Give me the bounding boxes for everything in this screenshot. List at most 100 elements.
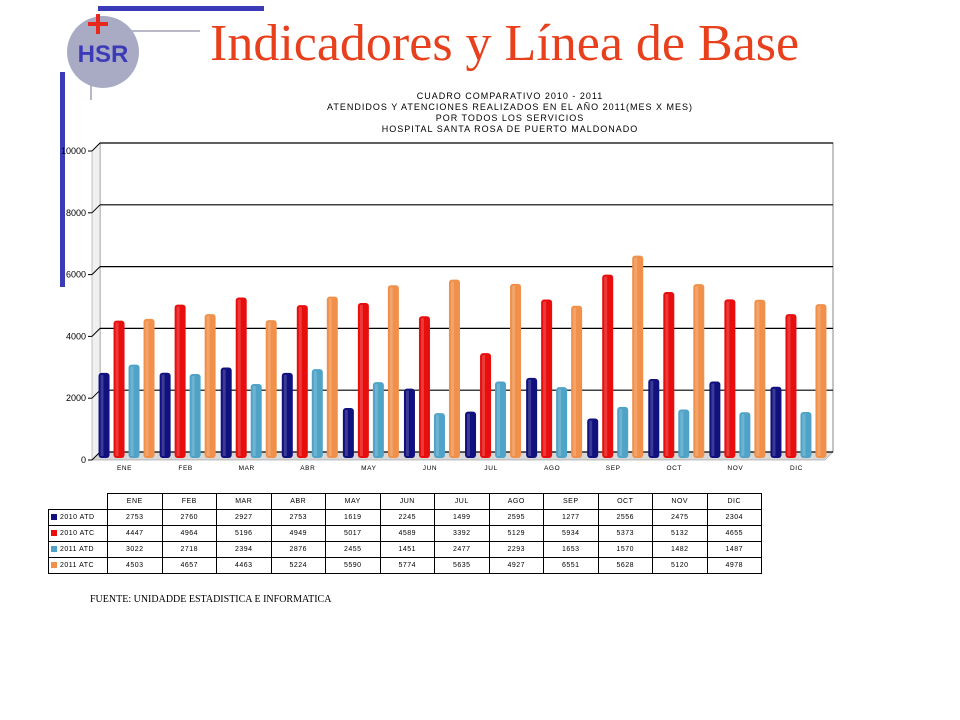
table-cell: 4978 [706, 557, 762, 574]
bar [709, 381, 721, 458]
x-tick-label: JUN [423, 465, 437, 472]
bar [326, 296, 338, 458]
table-cell: 3392 [434, 525, 490, 542]
bar [250, 384, 262, 458]
bar [785, 314, 797, 458]
table-row: 2011 ATD 3022 2718 2394 2876 2455 1451 2477 2293… [48, 541, 762, 558]
table-cell: 2753 [270, 509, 326, 526]
table-row: 2010 ATC 4447 4964 5196 4949 5017 4589 3392 5129… [48, 525, 762, 542]
bar-highlight [191, 376, 195, 456]
table-cell: 1482 [652, 541, 708, 558]
bar [235, 297, 247, 458]
table-cell: 2455 [325, 541, 381, 558]
table-cell: 4949 [270, 525, 326, 542]
table-column-header: ABR [270, 493, 326, 510]
bar [220, 367, 232, 458]
x-tick-label: AGO [544, 465, 560, 472]
y-tick-label: 0 [81, 455, 86, 465]
bar-highlight [650, 381, 654, 456]
table-cell: 4463 [216, 557, 272, 574]
bar [403, 388, 415, 458]
table-cell: 2595 [488, 509, 544, 526]
chart-title-line: POR TODOS LOS SERVICIOS [435, 113, 585, 123]
bar [800, 412, 812, 458]
source-note: FUENTE: UNIDADDE ESTADISTICA E INFORMATI… [90, 594, 332, 605]
legend-swatch [51, 546, 57, 553]
table-cell: 1451 [379, 541, 435, 558]
table-cell: 2927 [216, 509, 272, 526]
bar [281, 372, 293, 458]
table-cell: 5132 [652, 525, 708, 542]
bar-highlight [130, 366, 134, 456]
hospital-logo: HSR [64, 12, 142, 90]
table-column-header: OCT [597, 493, 653, 510]
bar [342, 407, 354, 458]
x-tick-label: MAY [361, 465, 376, 472]
table-column-header: AGO [488, 493, 544, 510]
table-column-header: NOV [652, 493, 708, 510]
table-cell: 5934 [543, 525, 599, 542]
bar-highlight [176, 306, 180, 456]
y-tick-label: 6000 [66, 270, 86, 280]
bar-highlight [787, 316, 791, 456]
x-tick-label: DIC [790, 465, 803, 472]
bar-highlight [145, 320, 149, 456]
table-cell: 5373 [597, 525, 653, 542]
table-column-header: JUN [379, 493, 435, 510]
bar [204, 314, 216, 458]
gridline-depth [91, 266, 101, 275]
bar [724, 299, 736, 458]
y-tick-label: 4000 [66, 331, 86, 341]
x-tick-label: ENE [117, 465, 132, 472]
bar-highlight [100, 374, 104, 456]
table-cell: 5129 [488, 525, 544, 542]
bar [526, 377, 538, 458]
bar-highlight [359, 304, 363, 456]
table-cell: 1619 [325, 509, 381, 526]
y-tick-label: 10000 [61, 146, 86, 156]
legend-label: 2011 ATD [60, 546, 95, 553]
bar [296, 305, 308, 458]
table-cell: 6551 [543, 557, 599, 574]
legend-swatch [51, 530, 57, 537]
bar-highlight [680, 411, 684, 456]
table-cell: 2760 [161, 509, 217, 526]
left-accent-line [60, 72, 65, 287]
bar-highlight [222, 369, 226, 456]
x-tick-label: MAR [239, 465, 255, 472]
bar-highlight [772, 388, 776, 456]
table-cell: 4657 [161, 557, 217, 574]
bar-highlight [726, 301, 730, 456]
bar [448, 279, 460, 458]
bar-highlight [420, 318, 424, 456]
table-cell: 1499 [434, 509, 490, 526]
bar-highlight [206, 316, 210, 456]
table-cell: 2556 [597, 509, 653, 526]
table-cell: 4964 [161, 525, 217, 542]
table-cell: 5590 [325, 557, 381, 574]
bar-highlight [573, 307, 577, 456]
bar [128, 364, 140, 458]
bar-highlight [161, 374, 165, 456]
bar-highlight [283, 374, 287, 456]
table-cell: 5224 [270, 557, 326, 574]
bar-highlight [237, 299, 241, 456]
table-cell: 5196 [216, 525, 272, 542]
bar [465, 411, 477, 458]
table-column-header: FEB [161, 493, 217, 510]
bar [357, 302, 369, 458]
table-row: 2010 ATD 2753 2760 2927 2753 1619 2245 1499 2595… [48, 509, 762, 526]
table-cell: 2475 [652, 509, 708, 526]
bar-highlight [405, 390, 409, 456]
bar [159, 372, 171, 458]
table-cell: 2477 [434, 541, 490, 558]
bar [510, 283, 522, 458]
table-column-header: SEP [543, 493, 599, 510]
y-tick-label: 2000 [66, 393, 86, 403]
bar [556, 387, 568, 458]
bar [495, 381, 507, 458]
x-tick-label: ABR [300, 465, 315, 472]
bar-highlight [482, 355, 486, 456]
bar-highlight [634, 257, 638, 456]
